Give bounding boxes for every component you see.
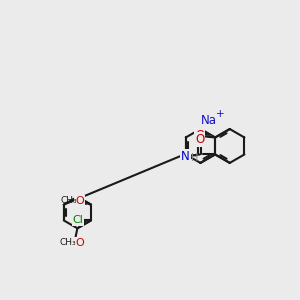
Text: O: O — [195, 129, 204, 142]
Text: O: O — [75, 196, 84, 206]
Text: Cl: Cl — [73, 215, 84, 225]
Text: Na: Na — [201, 114, 217, 127]
Text: O: O — [75, 238, 84, 248]
Text: CH₃: CH₃ — [60, 196, 77, 205]
Text: N: N — [181, 150, 190, 163]
Text: H: H — [191, 153, 198, 163]
Text: −: − — [205, 131, 213, 141]
Text: O: O — [195, 133, 204, 146]
Text: CH₃: CH₃ — [60, 238, 76, 247]
Text: +: + — [216, 109, 224, 119]
